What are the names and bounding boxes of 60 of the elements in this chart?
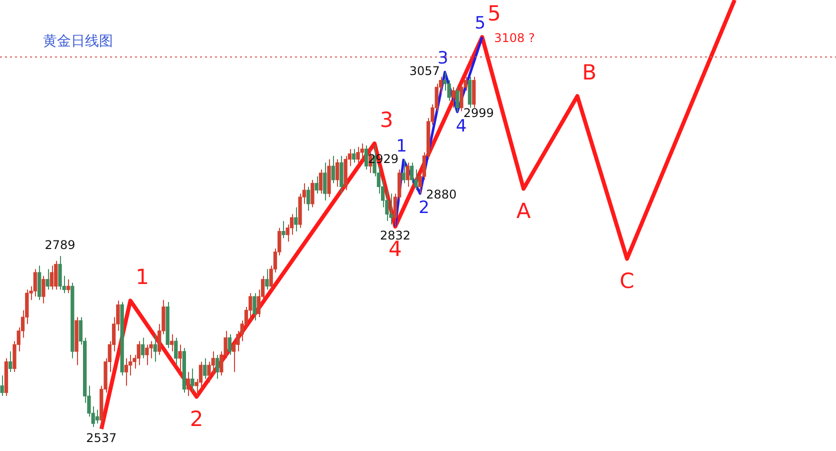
candlestick bbox=[265, 268, 269, 290]
candlestick bbox=[50, 265, 54, 290]
candlestick bbox=[207, 361, 211, 383]
candlestick bbox=[42, 275, 46, 304]
candlestick bbox=[228, 334, 232, 356]
candlestick bbox=[282, 220, 286, 239]
text: 2789 bbox=[44, 238, 76, 252]
candlestick bbox=[186, 372, 190, 397]
annotation: 2 bbox=[190, 407, 204, 432]
candlestick bbox=[58, 256, 62, 290]
candlestick bbox=[451, 86, 456, 108]
candlestick bbox=[389, 193, 393, 225]
candlestick bbox=[360, 142, 364, 160]
annotation: 3 bbox=[380, 108, 394, 132]
candlestick bbox=[0, 374, 4, 397]
candlestick bbox=[170, 334, 174, 352]
candlestick bbox=[252, 292, 256, 322]
candlestick bbox=[402, 159, 406, 184]
candlestick bbox=[95, 409, 100, 424]
text: 5 bbox=[474, 13, 486, 34]
candlestick bbox=[66, 278, 70, 294]
candlestick bbox=[46, 268, 50, 290]
candlestick bbox=[406, 162, 410, 188]
candlestick bbox=[335, 158, 340, 188]
candlestick bbox=[140, 337, 145, 359]
candlestick bbox=[455, 86, 460, 112]
candlestick bbox=[174, 337, 178, 366]
candlestick bbox=[323, 162, 327, 201]
candlestick bbox=[178, 344, 182, 373]
candlestick bbox=[190, 368, 194, 392]
annotation: C bbox=[620, 269, 634, 294]
candlestick bbox=[54, 260, 58, 290]
candlestick bbox=[136, 340, 140, 366]
candlestick bbox=[306, 186, 310, 212]
candlestick bbox=[124, 358, 128, 386]
text: 3057 bbox=[409, 64, 440, 78]
candlestick bbox=[410, 162, 414, 184]
candlestick bbox=[145, 344, 149, 366]
annotation: B bbox=[582, 60, 597, 85]
text: 3108 ? bbox=[494, 31, 535, 46]
candlestick bbox=[294, 206, 298, 232]
candlestick bbox=[215, 354, 220, 380]
candlestick bbox=[310, 179, 314, 208]
candlestick bbox=[460, 83, 464, 112]
candlestick bbox=[364, 145, 368, 170]
candlestick bbox=[318, 169, 323, 194]
candlestick bbox=[314, 176, 318, 194]
candlestick bbox=[356, 146, 360, 164]
text: 5 bbox=[487, 2, 501, 26]
candlestick bbox=[203, 358, 207, 380]
annotation: 1 bbox=[136, 265, 150, 290]
chart-title: 黄金日线图 bbox=[43, 34, 113, 50]
candlestick bbox=[331, 155, 335, 184]
annotation: 1 bbox=[396, 136, 407, 156]
candlestick bbox=[8, 350, 12, 373]
candlestick bbox=[352, 148, 356, 164]
text: 2537 bbox=[86, 431, 117, 446]
candlestick bbox=[153, 334, 158, 362]
candlestick bbox=[33, 268, 38, 298]
annotation: A bbox=[516, 199, 532, 224]
